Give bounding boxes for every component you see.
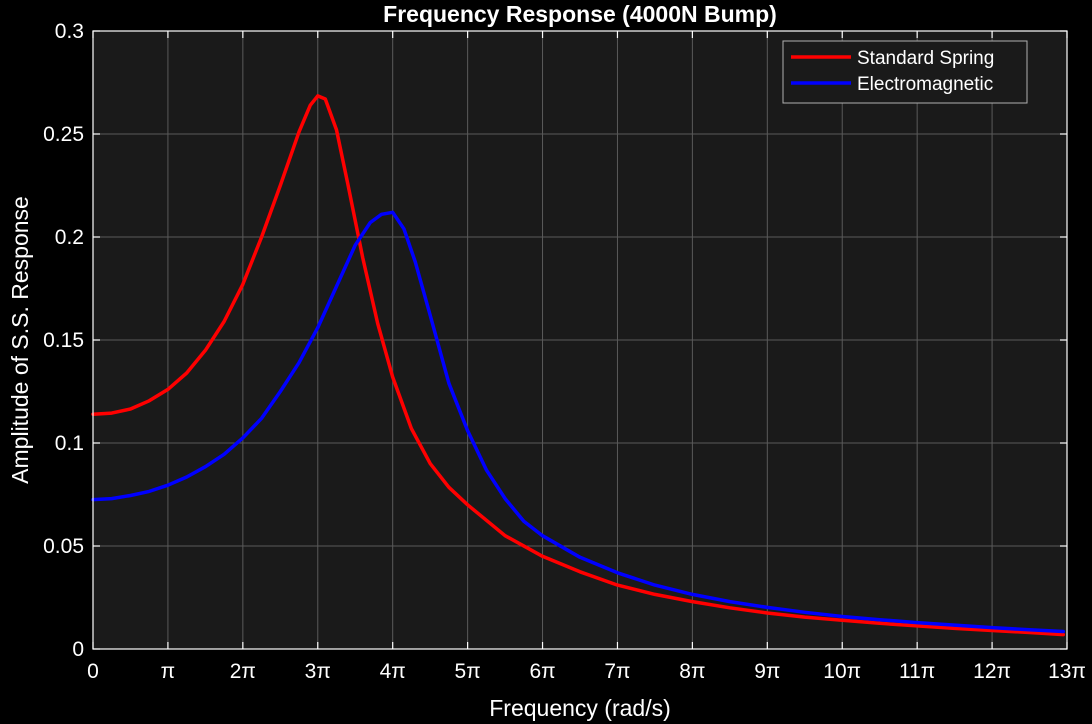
y-tick-label: 0: [72, 638, 84, 661]
series-layer: [91, 94, 1066, 637]
x-tick-label: 3π: [305, 660, 331, 683]
chart-title: Frequency Response (4000N Bump): [383, 1, 777, 27]
grid-lines: [93, 31, 1067, 649]
y-tick-label: 0.05: [43, 535, 84, 558]
x-tick-label: 11π: [899, 660, 935, 683]
y-tick-label: 0.15: [43, 329, 84, 352]
y-tick-label: 0.25: [43, 123, 84, 146]
legend-label-standard-spring: Standard Spring: [857, 48, 994, 69]
x-tick-label: 9π: [754, 660, 780, 683]
x-tick-label: 2π: [230, 660, 256, 683]
x-axis-label: Frequency (rad/s): [489, 695, 671, 721]
series-line-standard-spring: [91, 94, 1066, 637]
y-tick-label: 0.3: [55, 20, 84, 43]
y-axis-ticks: 0 0.05 0.1 0.15 0.2 0.25 0.3: [43, 20, 1067, 661]
x-tick-label: π: [161, 660, 176, 683]
x-tick-label: 5π: [455, 660, 481, 683]
y-tick-label: 0.1: [55, 432, 84, 455]
x-axis-ticks: 0 π 2π 3π 4π 5π 6π 7π 8π 9π 10π 11π 12π 13π: [87, 31, 1086, 683]
x-tick-label: 7π: [604, 660, 630, 683]
legend-box: [782, 40, 1028, 104]
y-axis-label: Amplitude of S.S. Response: [7, 196, 33, 484]
legend-label-electromagnetic: Electromagnetic: [857, 74, 993, 95]
x-tick-label: 13π: [1048, 660, 1086, 683]
y-tick-label: 0.2: [55, 226, 84, 249]
series-line-electromagnetic: [91, 210, 1066, 634]
legend: Standard Spring Electromagnetic: [782, 40, 1028, 104]
x-tick-label: 10π: [823, 660, 861, 683]
x-tick-label: 6π: [529, 660, 555, 683]
x-tick-label: 4π: [380, 660, 406, 683]
x-tick-label: 12π: [973, 660, 1011, 683]
x-tick-label: 0: [87, 660, 99, 683]
x-tick-label: 8π: [679, 660, 705, 683]
